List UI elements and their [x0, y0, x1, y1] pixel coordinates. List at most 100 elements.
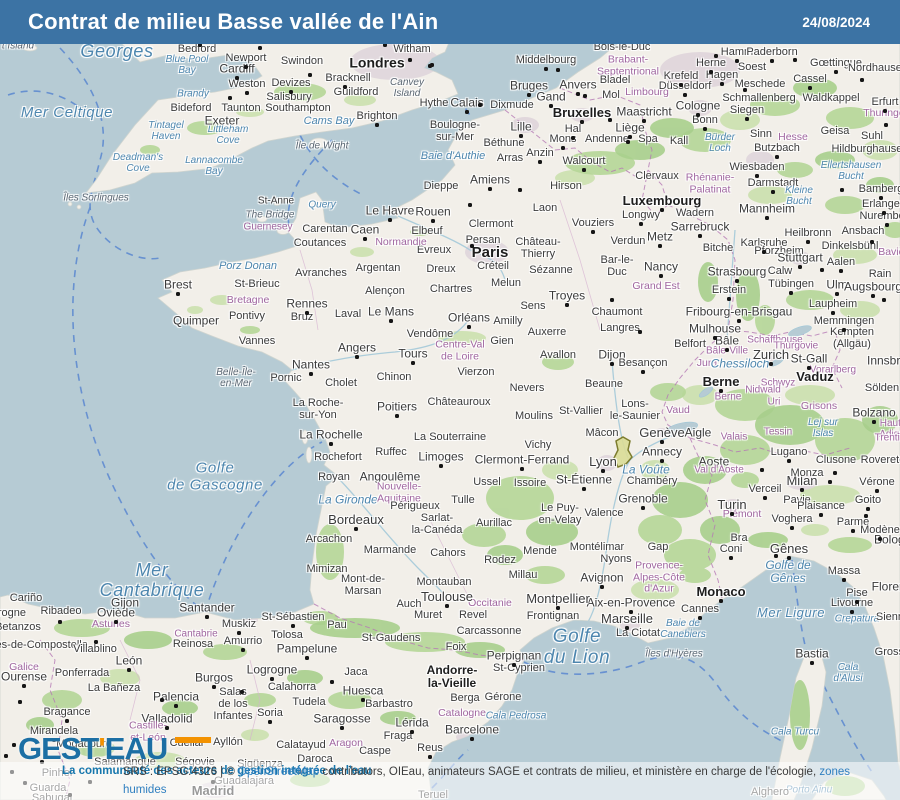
map-label: Georges — [80, 41, 154, 62]
map-label: Revel — [458, 608, 488, 621]
map-label: Pampelune — [276, 641, 338, 656]
map-label: Chartres — [429, 282, 473, 295]
map-label: Gérone — [484, 690, 522, 703]
map-label: St-Gall — [790, 351, 828, 366]
map-label: Tours — [398, 346, 428, 361]
map-label: Pau — [327, 618, 347, 631]
osm-link[interactable]: OpenStreetMap — [238, 766, 320, 778]
map-label: Jura — [696, 357, 718, 370]
map-label: Persan — [465, 233, 501, 246]
map-label: Milan — [786, 472, 818, 488]
city-dot — [270, 677, 274, 681]
city-dot — [289, 90, 293, 94]
city-dot — [872, 420, 876, 424]
map-label: Carcassonne — [456, 624, 522, 637]
map-label: Heilbronn — [784, 226, 832, 239]
city-dot — [431, 219, 435, 223]
city-dot — [388, 218, 392, 222]
city-dot — [4, 754, 8, 758]
map-label: Château- Thierry — [515, 235, 561, 260]
city-dot — [205, 615, 209, 619]
city-dot — [834, 70, 838, 74]
city-dot — [864, 514, 868, 518]
city-dot — [240, 690, 244, 694]
map-label: Huesca — [342, 683, 384, 698]
city-dot — [363, 237, 367, 241]
city-dot — [820, 268, 824, 272]
map-label: Besançon — [618, 356, 668, 369]
map-label: Bastia — [795, 646, 829, 661]
map-label: Vorarlberg — [809, 364, 857, 376]
city-dot — [883, 109, 887, 113]
map-label: Le Mans — [367, 304, 415, 319]
map-label: Ribadeo — [40, 604, 82, 617]
map-label: Occitanie — [468, 597, 512, 610]
ferry-routes — [7, 47, 873, 789]
map-label: Vaud — [666, 404, 690, 417]
map-label: Paris — [471, 243, 509, 261]
map-label: Aragon — [329, 737, 363, 750]
map-label: Coni — [719, 542, 743, 555]
city-dot — [305, 656, 309, 660]
contract-area-polygon[interactable] — [613, 436, 633, 468]
map-label: Frontignan — [526, 609, 580, 622]
map-label: Cams Bay — [303, 114, 355, 127]
map-label: Devizes — [271, 76, 311, 89]
city-dot — [544, 67, 548, 71]
map-label: León — [115, 653, 143, 668]
map-label: Annecy — [641, 444, 683, 459]
city-dot — [127, 668, 131, 672]
city-dot — [65, 719, 69, 723]
map-label: Bragance — [43, 705, 91, 718]
map-label: Littleham Cove — [207, 124, 249, 146]
map-label: Schmallenberg — [722, 91, 796, 104]
map-label: Amilly — [493, 314, 523, 327]
city-dot — [470, 244, 474, 248]
map-label: La Bañeza — [87, 681, 141, 694]
map-label: Boulogne- sur-Mer — [429, 118, 481, 143]
map-label: La Voûte — [622, 462, 670, 477]
map-label: Longwy — [622, 208, 660, 221]
map-label: Wadern — [675, 206, 715, 219]
map-label: Nordhausen — [848, 61, 900, 74]
map-label: Blue Pool Bay — [165, 54, 209, 76]
map-label: Düsseldorf — [658, 79, 712, 92]
map-label: Hirson — [550, 179, 582, 192]
map-label: Hythe — [419, 96, 449, 109]
map-label: Wiesbaden — [729, 160, 785, 173]
city-dot — [725, 348, 729, 352]
zones-humides-link[interactable]: zones humides — [123, 766, 851, 796]
city-dot — [828, 480, 832, 484]
map-label: Sölden — [864, 381, 900, 394]
city-dot — [12, 743, 16, 747]
city-dot — [755, 174, 759, 178]
map-label: Clermont-Ferrand — [474, 452, 570, 467]
city-dot — [174, 704, 178, 708]
map-label: Mende — [523, 544, 557, 557]
city-dot — [860, 78, 864, 82]
map-label: Marseille — [600, 610, 654, 626]
map-label: Spa — [638, 132, 658, 145]
map-label: Saragosse — [313, 711, 371, 726]
map-label: Elbeuf — [411, 224, 443, 237]
map-label: Pavie — [783, 493, 811, 506]
map-label: Bra — [730, 531, 748, 544]
city-dot — [591, 230, 595, 234]
map-label: Argentan — [355, 261, 401, 274]
city-dot — [735, 279, 739, 283]
map-label: Mons — [549, 132, 577, 145]
city-dot — [571, 136, 575, 140]
map-label: Montpellier — [526, 590, 590, 606]
map-label: Swindon — [280, 54, 324, 67]
gesteau-logo[interactable]: GEST'EAU — [18, 731, 212, 767]
city-dot — [879, 196, 883, 200]
city-dot — [237, 631, 241, 635]
map-label: Salisbury — [266, 90, 312, 103]
city-dot — [470, 737, 474, 741]
map-label: Mimizan — [306, 562, 348, 575]
map-label: Maastricht — [616, 104, 672, 119]
map-label: Crepatura — [834, 613, 880, 625]
